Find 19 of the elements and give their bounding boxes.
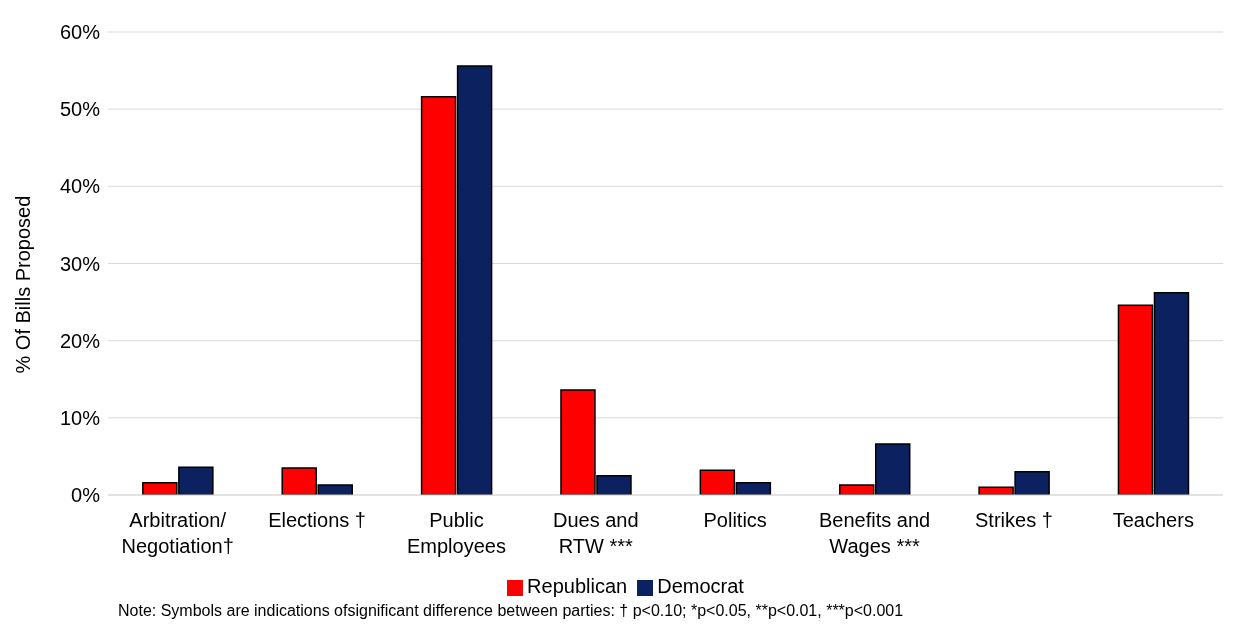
x-tick-label: Teachers bbox=[1112, 509, 1194, 531]
y-tick-label: 50% bbox=[59, 98, 101, 121]
x-tick-label: Public Employees bbox=[406, 509, 506, 557]
x-tick-label: Elections † bbox=[268, 509, 366, 531]
x-tick-label: Politics bbox=[703, 509, 767, 531]
x-tick-label: Arbitration/ Negotiation† bbox=[121, 509, 234, 557]
y-tick-label: 40% bbox=[59, 175, 101, 198]
y-tick-label: 20% bbox=[59, 329, 101, 352]
y-tick-label: 60% bbox=[59, 21, 101, 44]
y-axis-title: % Of Bills Proposed bbox=[12, 195, 35, 374]
x-tick-label: Dues and RTW *** bbox=[553, 509, 639, 557]
y-tick-label: 30% bbox=[59, 252, 101, 275]
legend-label: Democrat bbox=[657, 575, 744, 597]
text: Note: Symbols are indications ofsignificant difference between parties: † p<0.10; *p<0.05, **p<0.01, ***p<0.001 bbox=[117, 602, 905, 620]
y-tick-label: 0% bbox=[71, 484, 101, 507]
legend-label: Republican bbox=[527, 575, 628, 597]
x-tick-label: Benefits and Wages *** bbox=[818, 509, 931, 557]
x-tick-label: Strikes † bbox=[975, 509, 1053, 531]
y-tick-label: 10% bbox=[59, 406, 101, 429]
